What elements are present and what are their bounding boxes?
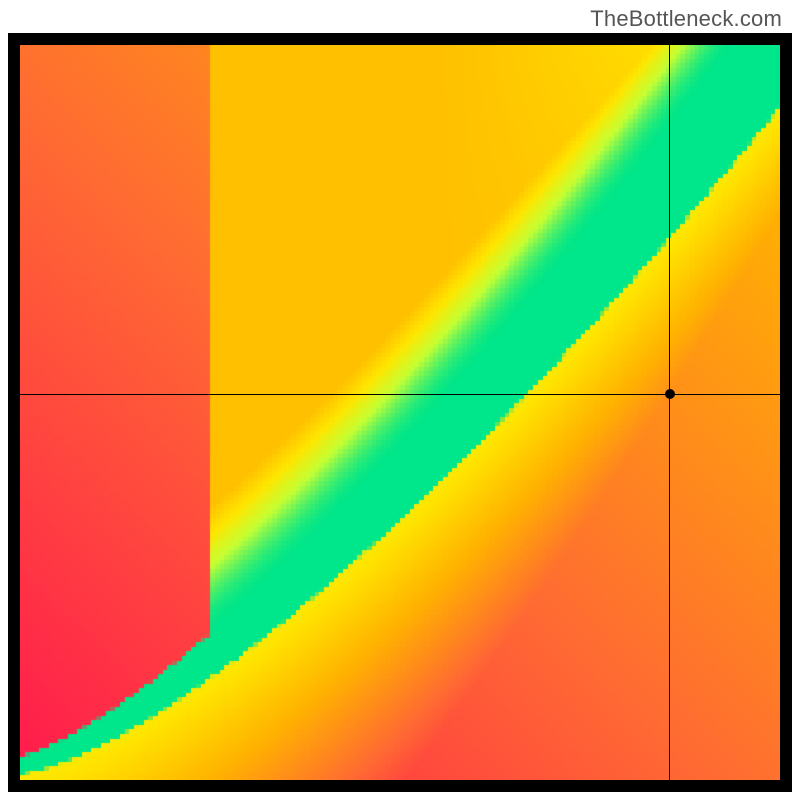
watermark-text: TheBottleneck.com xyxy=(590,6,782,32)
bottleneck-heatmap xyxy=(20,45,780,780)
crosshair-vertical-line xyxy=(669,45,670,780)
chart-container: TheBottleneck.com xyxy=(0,0,800,800)
crosshair-marker-dot xyxy=(665,389,675,399)
